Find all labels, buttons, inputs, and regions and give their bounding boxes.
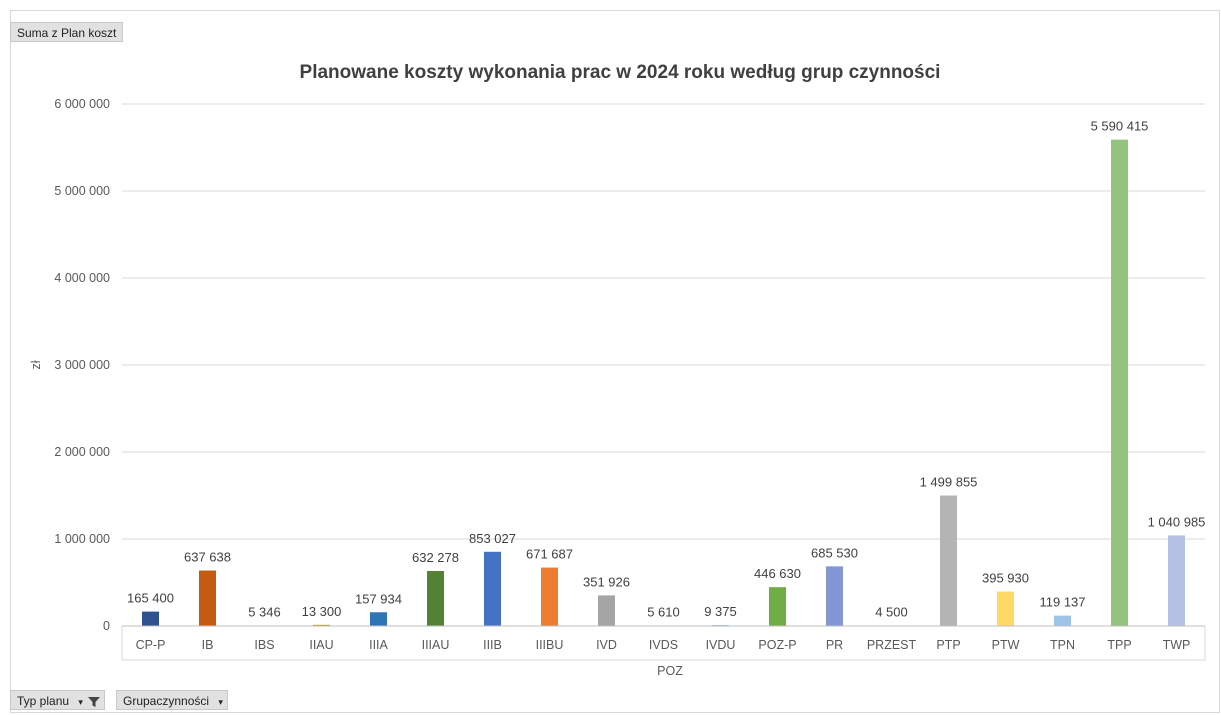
x-tick-label: PTP	[936, 638, 960, 652]
x-tick-label: IB	[202, 638, 214, 652]
x-tick-label: POZ-P	[758, 638, 796, 652]
x-tick-label: IIIA	[369, 638, 388, 652]
x-tick-label: TPP	[1107, 638, 1131, 652]
filter-funnel-icon	[88, 696, 101, 707]
bar-poz-p	[769, 587, 786, 626]
axis-lines	[121, 625, 1206, 661]
dropdown-arrow-icon: ▾	[218, 696, 223, 707]
bar-tpp	[1111, 139, 1128, 626]
data-label: 157 934	[355, 591, 402, 606]
x-tick-label: PRZEST	[867, 638, 917, 652]
data-label: 446 630	[754, 566, 801, 581]
data-label: 637 638	[184, 550, 231, 565]
pivot-filter-label: Typ planu	[17, 694, 70, 708]
data-label: 5 346	[248, 605, 281, 620]
y-tick-label: 4 000 000	[54, 271, 110, 285]
y-tick-label: 6 000 000	[54, 97, 110, 111]
y-tick-label: 3 000 000	[54, 358, 110, 372]
bar-twp	[1168, 535, 1185, 626]
data-label: 395 930	[982, 571, 1029, 586]
pivot-filter-grupaczynnosci[interactable]: Grupaczynności ▾	[116, 690, 228, 710]
bar-tpn	[1054, 615, 1071, 626]
x-tick-label: PR	[826, 638, 843, 652]
pivot-value-field-label: Suma z Plan koszt	[17, 26, 117, 40]
data-label: 685 530	[811, 545, 858, 560]
chart-title: Planowane koszty wykonania prac w 2024 r…	[300, 62, 941, 83]
y-axis-label: zł	[29, 360, 43, 369]
data-label: 119 137	[1039, 595, 1085, 610]
pivot-value-field-button[interactable]: Suma z Plan koszt	[10, 22, 124, 42]
data-label: 5 590 415	[1091, 119, 1149, 134]
data-label: 1 499 855	[920, 475, 978, 490]
data-label: 351 926	[583, 574, 630, 589]
bar-cp-p	[142, 611, 159, 626]
x-tick-label: CP-P	[136, 638, 166, 652]
data-label: 4 500	[875, 605, 908, 620]
bar-iiau	[313, 624, 330, 626]
dropdown-arrow-icon: ▾	[78, 696, 83, 707]
x-tick-label: IVDU	[706, 638, 736, 652]
bar-ptw	[997, 591, 1014, 626]
data-label: 1 040 985	[1148, 514, 1206, 529]
bar-iiia	[370, 612, 387, 626]
data-label: 13 300	[302, 604, 342, 619]
data-label: 9 375	[704, 604, 737, 619]
x-tick-label: PTW	[992, 638, 1020, 652]
x-tick-label: IVDS	[649, 638, 678, 652]
y-tick-label: 0	[103, 619, 110, 633]
data-label: 671 687	[526, 547, 573, 562]
y-axis-ticks: 0 1 000 000 2 000 000 3 000 000 4 000 000 5 0…	[54, 97, 110, 633]
gridlines	[122, 103, 1205, 540]
x-tick-label: IIIAU	[422, 638, 450, 652]
y-tick-label: 2 000 000	[54, 445, 110, 459]
x-tick-label: TPN	[1050, 638, 1075, 652]
bar-ib	[199, 570, 216, 626]
bar-iiibu	[541, 567, 558, 626]
pivot-filter-label: Grupaczynności	[123, 694, 210, 708]
bar-ivd	[598, 595, 615, 626]
data-label: 853 027	[469, 531, 516, 546]
bar-pr	[826, 566, 843, 626]
x-axis-ticks: CP-P IB IBS IIAU IIIA IIIAU IIIB IIIBU IVD IVDS IV…	[136, 638, 1191, 652]
x-tick-label: IVD	[596, 638, 617, 652]
x-tick-label: IIAU	[309, 638, 333, 652]
pivot-filter-typ-planu[interactable]: Typ planu ▾	[10, 690, 106, 710]
x-tick-label: TWP	[1163, 638, 1191, 652]
bar-iiib	[484, 551, 501, 626]
data-labels: 165 400 637 638 5 346 13 300 157 934 632 278 8…	[127, 119, 1205, 620]
bars	[142, 139, 1185, 626]
bar-ptp	[940, 495, 957, 626]
data-label: 165 400	[127, 591, 174, 606]
x-tick-label: IIIBU	[536, 638, 564, 652]
y-tick-label: 1 000 000	[54, 532, 110, 546]
x-axis-label: POZ	[657, 664, 683, 678]
bar-iiiau	[427, 570, 444, 626]
y-tick-label: 5 000 000	[54, 184, 110, 198]
x-tick-label: IBS	[254, 638, 274, 652]
data-label: 5 610	[647, 605, 680, 620]
data-label: 632 278	[412, 550, 459, 565]
x-tick-label: IIIB	[483, 638, 502, 652]
